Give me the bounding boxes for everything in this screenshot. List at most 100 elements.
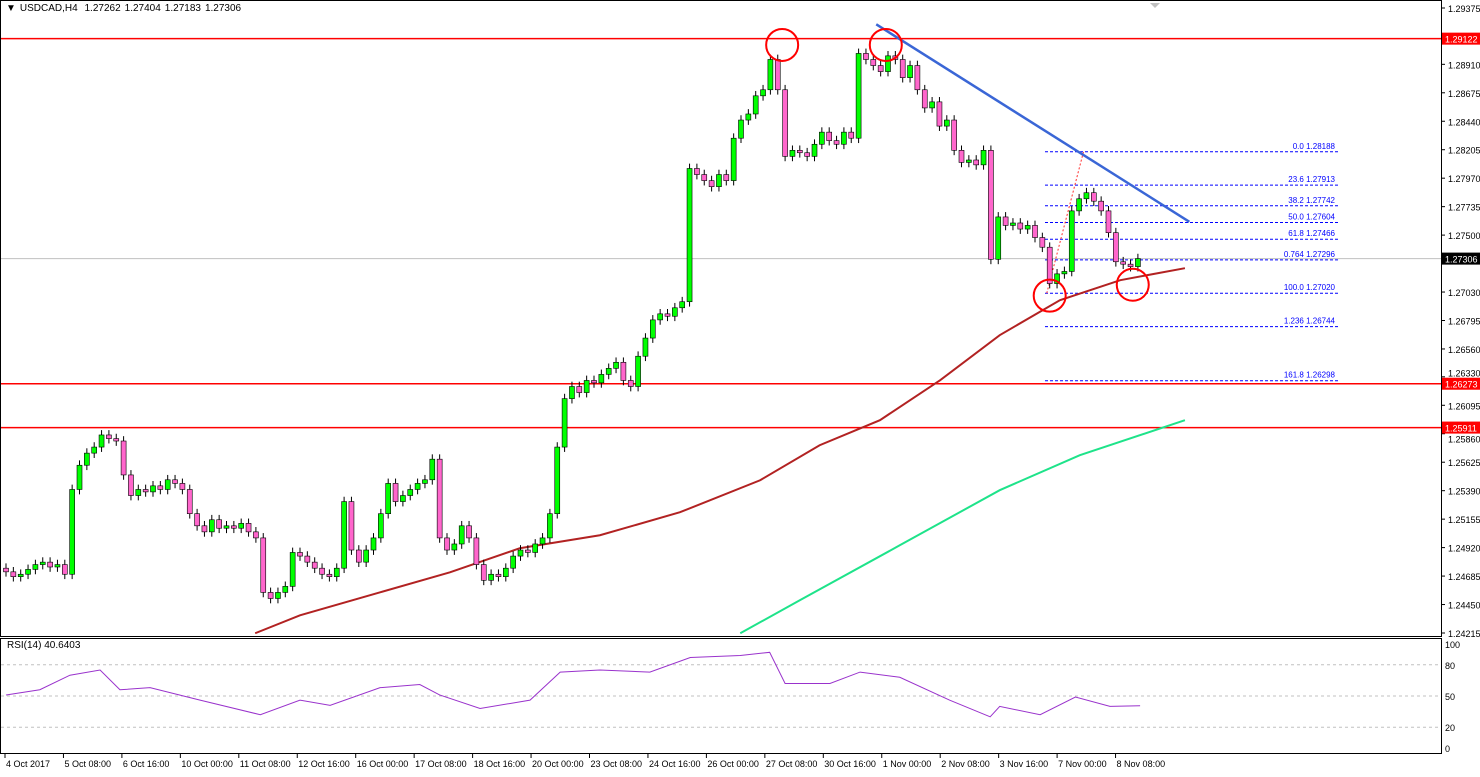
- candle-body: [348, 501, 355, 551]
- candle-body: [907, 65, 913, 78]
- price-tick-label: 1.25625: [1448, 458, 1480, 468]
- highlight-circle: [1115, 267, 1150, 302]
- candle-body: [39, 561, 46, 565]
- candle-body: [833, 140, 840, 145]
- candle-body: [61, 564, 68, 575]
- time-tick-label: 18 Oct 16:00: [474, 759, 526, 769]
- candle-body: [1105, 210, 1112, 233]
- candle-body: [436, 458, 443, 539]
- rsi-label: RSI(14) 40.6403: [7, 640, 81, 651]
- price-tick-label: 1.28440: [1448, 117, 1480, 127]
- rsi-tick-label: 100: [1445, 640, 1460, 650]
- fib-level-label: 0.764 1.27296: [1284, 250, 1336, 259]
- candle-body: [289, 552, 296, 587]
- price-tick-label: 1.24685: [1448, 572, 1480, 582]
- candle-body: [782, 89, 788, 157]
- time-tick-label: 5 Oct 08:00: [64, 759, 111, 769]
- fib-level-label: 61.8 1.27466: [1288, 229, 1335, 238]
- candle-body: [995, 216, 1002, 260]
- candle-body: [186, 489, 193, 514]
- candle-body: [304, 555, 311, 563]
- time-tick-label: 30 Oct 16:00: [824, 759, 876, 769]
- candle-body: [547, 513, 553, 539]
- candle-body: [341, 501, 347, 569]
- candle-body: [253, 531, 259, 539]
- candle-body: [157, 485, 164, 490]
- candle-body: [370, 537, 377, 551]
- price-tick-label: 1.24450: [1448, 601, 1480, 611]
- candle-body: [966, 159, 972, 163]
- level-price-label: 1.26273: [1445, 380, 1478, 390]
- candle-body: [17, 573, 24, 577]
- candle-body: [694, 168, 700, 175]
- candle-body: [973, 159, 980, 166]
- price-tick-label: 1.24920: [1448, 544, 1480, 554]
- fib-level-label: 50.0 1.27604: [1288, 213, 1335, 222]
- candle-body: [774, 59, 781, 91]
- candle-body: [1010, 222, 1016, 226]
- price-tick-label: 1.25390: [1448, 487, 1480, 497]
- candle-body: [752, 95, 759, 115]
- candle-body: [525, 549, 531, 553]
- candle-body: [627, 380, 634, 387]
- candle-body: [1127, 263, 1134, 267]
- low-value: 1.27183: [164, 3, 201, 14]
- candle-body: [943, 119, 950, 127]
- candle-body: [76, 464, 83, 490]
- time-tick-label: 3 Nov 16:00: [1000, 759, 1049, 769]
- time-tick-label: 8 Nov 08:00: [1117, 759, 1166, 769]
- candle-body: [664, 313, 671, 317]
- time-tick-label: 16 Oct 00:00: [357, 759, 409, 769]
- candle-body: [1024, 225, 1031, 230]
- time-tick-label: 26 Oct 00:00: [707, 759, 759, 769]
- candle-body: [245, 523, 252, 533]
- candle-body: [569, 386, 575, 399]
- candle-body: [164, 479, 171, 490]
- fib-level-label: 23.6 1.27913: [1288, 175, 1335, 184]
- price-tick-label: 1.26095: [1448, 401, 1480, 411]
- candle-body: [745, 113, 752, 121]
- candle-body: [885, 55, 891, 72]
- fib-level-label: 161.8 1.26298: [1284, 371, 1336, 380]
- time-tick-label: 10 Oct 00:00: [181, 759, 233, 769]
- rsi-line: [5, 651, 1141, 718]
- candle-body: [400, 495, 406, 502]
- candle-body: [789, 150, 796, 157]
- candle-body: [495, 573, 502, 577]
- highlight-circle: [868, 27, 903, 62]
- candle-body: [142, 489, 149, 493]
- candle-body: [804, 152, 810, 157]
- price-tick-label: 1.26560: [1448, 345, 1480, 355]
- candle-body: [502, 567, 509, 577]
- candle-body: [657, 313, 663, 321]
- candle-body: [1032, 225, 1038, 238]
- candle-body: [848, 131, 855, 139]
- rsi-tick-label: 0: [1445, 744, 1450, 754]
- candle-body: [69, 489, 75, 575]
- candle-body: [554, 446, 561, 514]
- collapse-triangle-icon[interactable]: ▼: [6, 3, 16, 14]
- price-tick-label: 1.29375: [1448, 4, 1480, 14]
- fib-level-label: 38.2 1.27742: [1288, 196, 1335, 205]
- candle-body: [796, 150, 803, 154]
- candle-body: [841, 131, 847, 145]
- candle-body: [488, 573, 494, 581]
- candle-body: [958, 150, 965, 163]
- level-price-label: 1.25911: [1445, 424, 1477, 434]
- candle-body: [1017, 222, 1024, 230]
- price-tick-label: 1.27735: [1448, 203, 1480, 213]
- candle-body: [113, 438, 120, 442]
- current-price-label: 1.27306: [1445, 255, 1478, 265]
- candle-body: [84, 452, 90, 466]
- time-tick-label: 11 Oct 08:00: [240, 759, 291, 769]
- candle-body: [708, 180, 715, 187]
- candle-body: [826, 131, 833, 141]
- moving-average-slow: [739, 419, 1186, 635]
- candle-body: [209, 519, 215, 533]
- candle-body: [414, 483, 421, 490]
- rsi-tick-label: 80: [1445, 661, 1455, 671]
- candle-body: [723, 174, 730, 181]
- price-tick-label: 1.24215: [1448, 629, 1480, 639]
